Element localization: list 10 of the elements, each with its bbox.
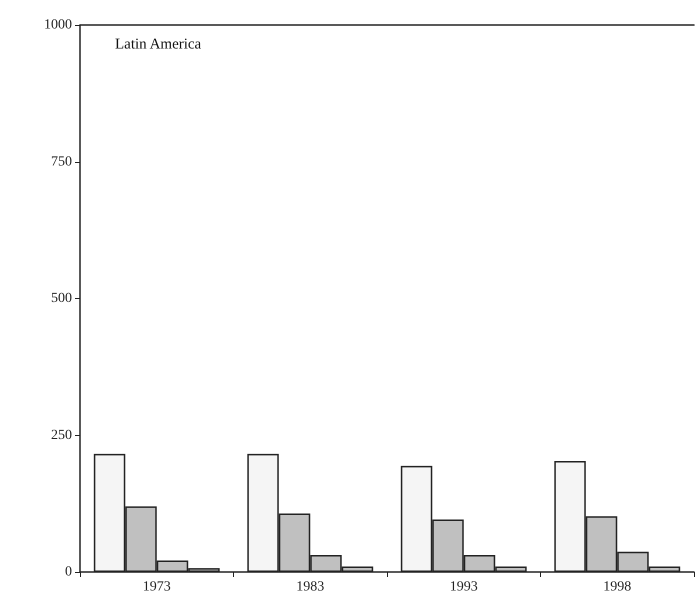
y-tick-label: 0 xyxy=(65,564,72,580)
x-tick-label: 1993 xyxy=(450,580,478,594)
text: Latin America xyxy=(115,36,202,52)
y-tick-label: 250 xyxy=(51,428,72,443)
x-tick-label: 1973 xyxy=(142,580,171,594)
x-tick-label: 1998 xyxy=(603,580,632,594)
y-tick-label: 750 xyxy=(51,154,72,170)
y-tick-label: 500 xyxy=(51,291,72,306)
x-tick-label: 1983 xyxy=(296,580,324,594)
y-tick-label: 1000 xyxy=(44,18,72,32)
